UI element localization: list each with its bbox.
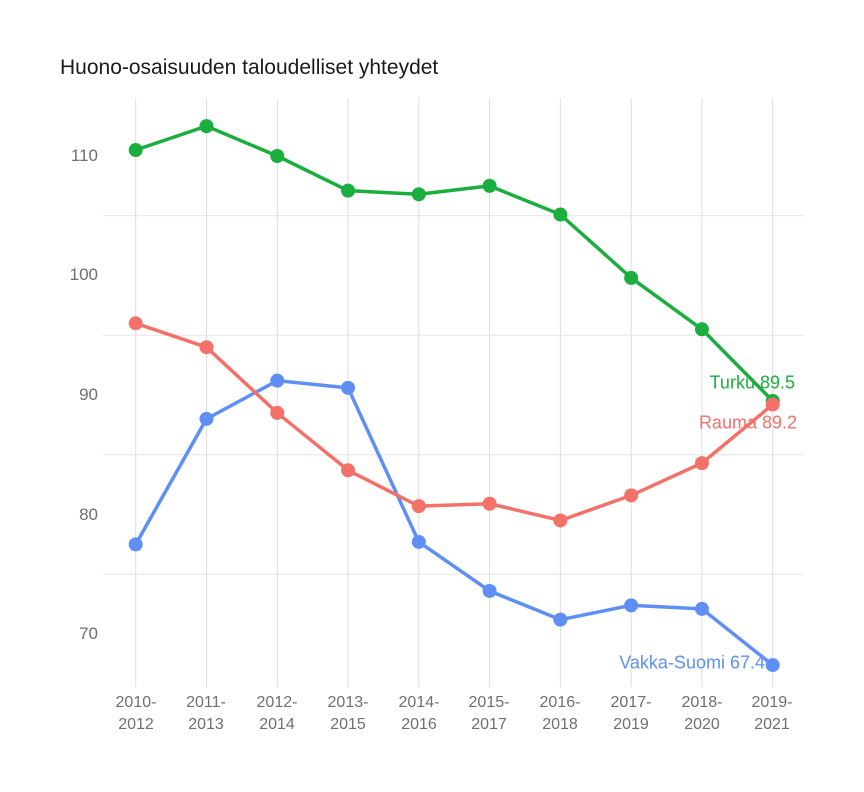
- data-point-vakka-suomi: [624, 598, 639, 613]
- y-axis-tick: 90: [79, 385, 98, 404]
- x-axis-tick: 2012- 2014: [256, 694, 298, 733]
- data-point-turku: [694, 322, 709, 337]
- data-point-vakka-suomi: [341, 380, 356, 395]
- data-point-turku: [199, 119, 214, 134]
- data-point-vakka-suomi: [411, 534, 426, 549]
- data-point-vakka-suomi: [694, 601, 709, 616]
- data-point-turku: [270, 149, 285, 163]
- x-axis-tick: 2017- 2019: [610, 694, 652, 733]
- data-point-rauma: [694, 456, 709, 471]
- x-axis-tick: 2019- 2021: [751, 694, 793, 733]
- y-axis-tick: 70: [79, 624, 98, 643]
- data-point-vakka-suomi: [553, 612, 568, 627]
- data-point-vakka-suomi: [199, 411, 214, 426]
- x-axis-tick: 2013- 2015: [327, 694, 369, 733]
- data-point-turku: [553, 207, 568, 222]
- data-point-vakka-suomi: [270, 373, 285, 388]
- y-axis-tick: 110: [70, 146, 98, 165]
- data-point-rauma: [553, 513, 568, 528]
- x-axis-tick: 2015- 2017: [468, 694, 510, 733]
- data-point-rauma: [270, 405, 285, 420]
- y-axis-tick: 100: [69, 265, 98, 284]
- x-axis-tick: 2016- 2018: [539, 694, 581, 733]
- data-point-rauma: [199, 340, 214, 355]
- data-point-rauma: [341, 463, 356, 478]
- series-end-label-rauma: Rauma 89.2: [698, 412, 797, 433]
- series-line-vakka-suomi: [133, 378, 775, 667]
- y-axis-tick: 80: [79, 505, 98, 524]
- x-axis-tick: 2018- 2020: [681, 694, 723, 733]
- data-point-vakka-suomi: [482, 583, 497, 598]
- x-axis-tick: 2010- 2012: [115, 694, 157, 733]
- data-point-turku: [341, 183, 356, 198]
- series-end-label-vakka-suomi: Vakka-Suomi 67.4: [619, 652, 765, 673]
- series-end-label-turku: Turku 89.5: [709, 372, 795, 393]
- data-point-turku: [624, 270, 639, 285]
- data-point-rauma: [765, 397, 780, 412]
- x-axis-tick: 2011- 2013: [186, 694, 226, 733]
- data-point-rauma: [624, 488, 639, 503]
- x-axis-tick: 2014- 2016: [398, 694, 440, 733]
- data-point-vakka-suomi: [128, 537, 143, 552]
- data-point-turku: [482, 178, 497, 193]
- series-line-turku: [133, 124, 775, 403]
- series-line-rauma: [133, 321, 775, 523]
- data-point-rauma: [411, 499, 426, 514]
- data-point-rauma: [482, 496, 497, 511]
- data-point-turku: [128, 143, 143, 158]
- data-point-vakka-suomi: [765, 658, 780, 673]
- data-point-turku: [411, 187, 426, 202]
- chart-title: Huono-osaisuuden taloudelliset yhteydet: [60, 56, 439, 79]
- data-point-rauma: [128, 316, 143, 331]
